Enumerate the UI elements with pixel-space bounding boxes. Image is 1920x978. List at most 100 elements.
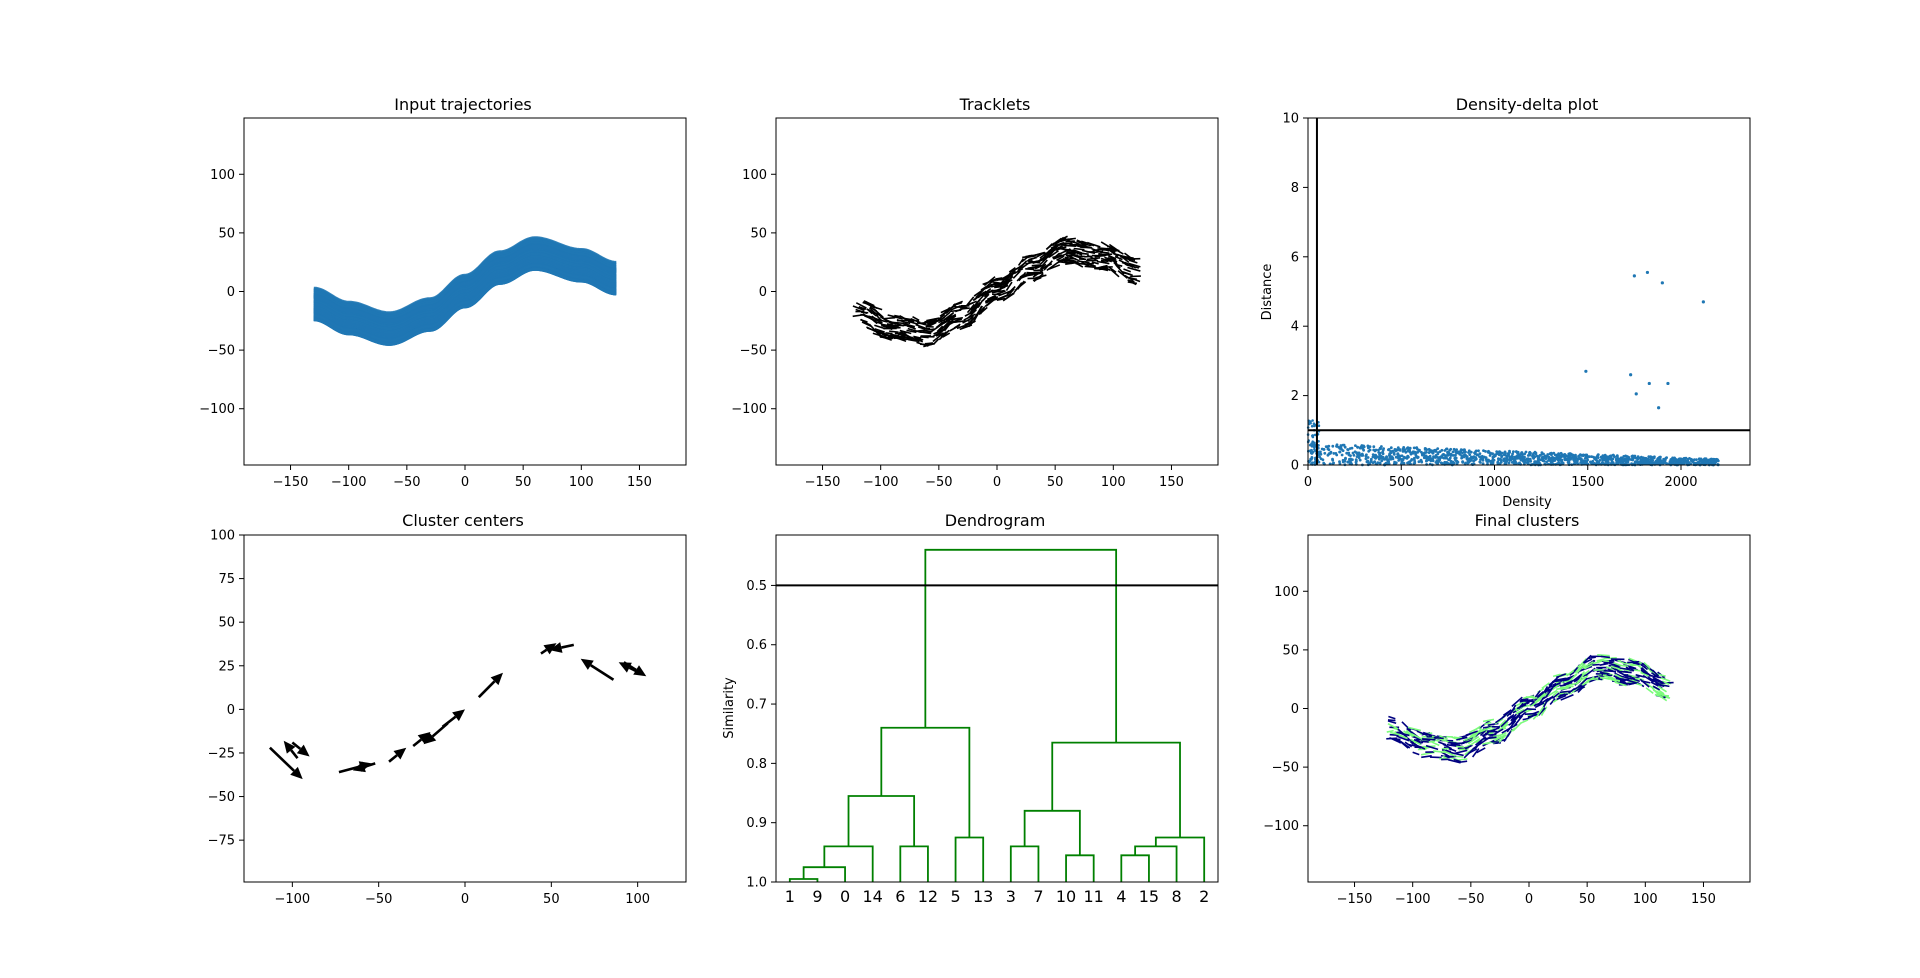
tracklet <box>1552 690 1559 697</box>
density-point <box>1312 443 1316 447</box>
tracklet <box>1551 683 1560 691</box>
density-point <box>1313 448 1316 451</box>
density-point <box>1481 462 1485 465</box>
density-point <box>1606 459 1609 462</box>
density-point <box>1448 456 1452 460</box>
tracklet <box>1552 673 1561 678</box>
tracklet <box>1062 248 1072 251</box>
density-point <box>1475 453 1479 457</box>
density-point <box>1407 461 1410 464</box>
tracklet <box>1433 750 1446 754</box>
tracklet <box>1387 722 1399 730</box>
tracklet <box>1446 743 1458 747</box>
density-point <box>1425 459 1429 462</box>
outlier-point <box>1584 369 1588 373</box>
x-tick-label: 100 <box>625 892 650 907</box>
density-point <box>1319 457 1323 461</box>
tracklet <box>1091 261 1099 265</box>
tracklet <box>1404 741 1413 748</box>
tracklet <box>874 324 886 330</box>
tracklet <box>1590 659 1604 666</box>
tracklet <box>1649 677 1661 686</box>
density-point <box>1313 461 1317 464</box>
trajectory-line <box>313 263 617 342</box>
density-point <box>1326 447 1330 451</box>
tracklet <box>1596 658 1604 662</box>
density-point <box>1534 452 1538 455</box>
density-point <box>1658 455 1661 459</box>
panel-input-trajectories: Input trajectories −150 −100 −50 0 50 100 150 −… <box>199 95 687 490</box>
tracklet <box>1046 249 1054 256</box>
axes-frame <box>775 534 1219 883</box>
density-point <box>1412 446 1416 450</box>
tracklet <box>991 281 1002 285</box>
outlier-point <box>1629 373 1633 377</box>
tracklet <box>1028 256 1037 261</box>
density-point <box>1713 458 1716 461</box>
density-point <box>1542 459 1546 463</box>
density-point <box>1680 457 1684 461</box>
tracklet <box>1510 713 1518 722</box>
tracklet <box>936 320 946 328</box>
density-point <box>1683 457 1687 461</box>
density-point <box>1489 462 1493 465</box>
density-point <box>1507 461 1511 465</box>
density-point <box>1355 455 1359 458</box>
density-point <box>1387 448 1390 452</box>
density-point <box>1484 456 1488 460</box>
density-point <box>1647 455 1651 458</box>
y-tick-label: 50 <box>1282 643 1299 658</box>
density-point <box>1502 459 1506 463</box>
density-point <box>1417 449 1421 453</box>
tracklet <box>1450 743 1461 746</box>
outlier-point <box>1701 300 1705 304</box>
x-tick-label: 1500 <box>1571 475 1604 490</box>
tracklet <box>1387 720 1397 725</box>
y-tick-label: 100 <box>210 529 235 544</box>
density-point <box>1355 459 1358 463</box>
density-point <box>1351 458 1354 462</box>
tracklet <box>1406 727 1415 735</box>
tracklet <box>1603 656 1617 660</box>
density-point <box>1445 454 1449 457</box>
tracklet <box>1608 664 1620 668</box>
tracklet <box>1002 292 1014 302</box>
tracklet <box>932 332 945 343</box>
tracklet <box>1541 697 1549 704</box>
density-point <box>1566 461 1570 464</box>
density-point <box>1515 450 1518 453</box>
tracklet <box>858 306 867 310</box>
density-point <box>1516 454 1519 457</box>
density-point <box>1478 452 1482 455</box>
panel-title: Cluster centers <box>402 511 524 530</box>
density-point <box>1406 449 1410 453</box>
panel-title: Final clusters <box>1475 511 1580 530</box>
cluster-center-arrow <box>352 761 376 773</box>
tracklet <box>1485 727 1496 733</box>
x-tick-label: 0 <box>461 475 469 490</box>
density-point <box>1473 451 1476 455</box>
tracklet <box>907 337 916 340</box>
tracklet <box>1463 735 1475 742</box>
density-point <box>1508 455 1512 459</box>
density-point <box>1638 461 1642 465</box>
x-tick-label: 50 <box>543 892 560 907</box>
tracklet <box>1575 673 1585 685</box>
density-point <box>1643 458 1646 462</box>
tracklet <box>1494 718 1504 725</box>
density-point <box>1492 458 1496 462</box>
density-point <box>1631 458 1634 462</box>
tracklet <box>1042 249 1051 259</box>
density-point <box>1337 445 1341 449</box>
density-point <box>1358 446 1362 450</box>
tracklet <box>1550 676 1560 685</box>
tracklet <box>1053 254 1063 260</box>
density-point <box>1511 452 1514 456</box>
trajectory-line <box>313 258 617 337</box>
tracklet <box>1422 738 1431 741</box>
y-tick-label: 0 <box>227 703 235 718</box>
tracklet <box>1641 666 1650 675</box>
density-point <box>1436 447 1440 450</box>
density-point <box>1600 461 1604 464</box>
density-point <box>1630 462 1633 465</box>
